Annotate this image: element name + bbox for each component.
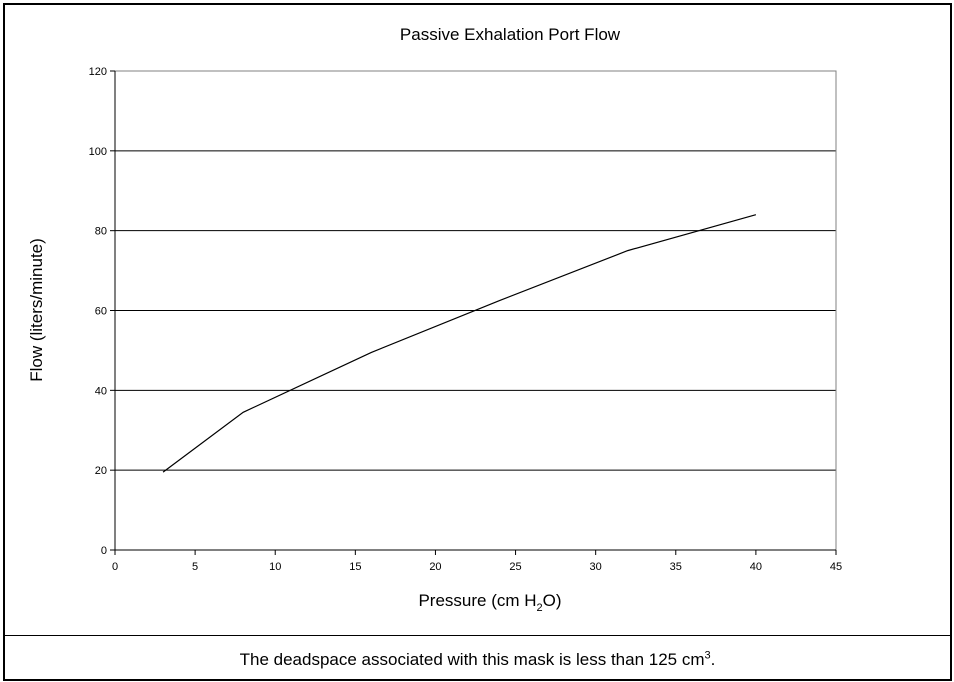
- caption: The deadspace associated with this mask …: [5, 650, 950, 670]
- caption-text: The deadspace associated with this mask …: [239, 650, 705, 669]
- y-tick-label-60: 60: [95, 306, 107, 318]
- y-tick-label-40: 40: [95, 385, 107, 397]
- x-tick-label-25: 25: [509, 561, 521, 573]
- line-chart: Passive Exhalation Port Flow 0 5 10 15 20 25 3…: [27, 25, 842, 614]
- x-tick-label-20: 20: [429, 561, 441, 573]
- x-tick-label-5: 5: [192, 561, 198, 573]
- caption-divider: [5, 635, 950, 636]
- x-tick-label-10: 10: [269, 561, 281, 573]
- y-axis-ticks: 0 20 40 60 80 100 120: [89, 66, 115, 557]
- y-tick-label-100: 100: [89, 146, 107, 158]
- chart-area: Passive Exhalation Port Flow 0 5 10 15 20 25 3…: [5, 5, 950, 635]
- x-tick-label-45: 45: [830, 561, 842, 573]
- x-tick-label-30: 30: [590, 561, 602, 573]
- chart-title: Passive Exhalation Port Flow: [400, 25, 621, 44]
- y-axis-label: Flow (liters/minute): [27, 238, 46, 382]
- series-line-0: [162, 214, 757, 473]
- y-tick-label-80: 80: [95, 226, 107, 238]
- x-axis-label: Pressure (cm H2O): [418, 591, 561, 614]
- x-tick-label-0: 0: [112, 561, 118, 573]
- caption-superscript: 3: [704, 649, 711, 662]
- x-axis-label-subscript: 2: [537, 602, 543, 614]
- figure-frame: Passive Exhalation Port Flow 0 5 10 15 20 25 3…: [3, 3, 952, 681]
- x-tick-label-40: 40: [750, 561, 762, 573]
- y-tick-label-0: 0: [101, 545, 107, 557]
- series-layer: [162, 214, 757, 473]
- x-tick-label-35: 35: [670, 561, 682, 573]
- y-tick-label-20: 20: [95, 465, 107, 477]
- y-tick-label-120: 120: [89, 66, 107, 78]
- caption-suffix: .: [710, 650, 716, 669]
- x-tick-label-15: 15: [349, 561, 361, 573]
- x-axis-ticks: 0 5 10 15 20 25 30 35 40 45: [112, 550, 842, 573]
- gridlines: [115, 70, 836, 471]
